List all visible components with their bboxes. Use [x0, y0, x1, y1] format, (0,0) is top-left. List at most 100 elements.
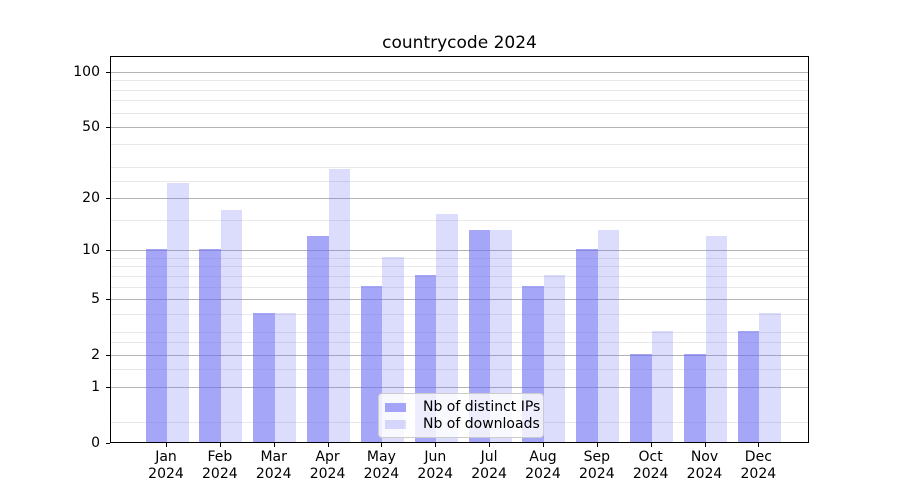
x-tick-month: Sep: [583, 449, 610, 465]
x-tick-month: May: [366, 449, 396, 465]
x-tick-year: 2024: [686, 466, 723, 482]
x-tick-mark: [166, 443, 167, 447]
x-tick-label: Dec 2024: [726, 449, 790, 483]
major-gridline: [111, 198, 808, 200]
x-tick-label: Feb 2024: [188, 449, 252, 483]
x-tick-mark: [650, 443, 652, 447]
bar-nb-of-distinct-ips-mar: [253, 312, 275, 442]
x-tick-month: Mar: [260, 449, 287, 465]
x-tick-label: Jun 2024: [403, 449, 467, 483]
legend-swatch-distinct-ips: [385, 403, 406, 412]
chart-title: countrycode 2024: [382, 33, 537, 53]
bar-nb-of-distinct-ips-nov: [684, 353, 706, 442]
y-tick-mark: [106, 443, 110, 444]
bar-nb-of-downloads-apr: [328, 168, 351, 442]
bar-nb-of-downloads-nov: [705, 235, 727, 442]
x-tick-label: Jan 2024: [134, 449, 198, 483]
minor-gridline: [111, 220, 808, 222]
x-tick-month: Nov: [690, 449, 719, 465]
bar-nb-of-distinct-ips-oct: [630, 353, 652, 442]
x-tick-mark: [327, 443, 329, 447]
x-tick-mark: [219, 443, 221, 447]
minor-gridline: [111, 257, 808, 259]
minor-gridline: [111, 112, 808, 114]
x-tick-year: 2024: [148, 466, 184, 482]
legend-item-distinct-ips: Nb of distinct IPs: [385, 399, 540, 416]
plot-area: [110, 56, 809, 443]
bar-nb-of-downloads-oct: [651, 330, 674, 442]
bar-nb-of-distinct-ips-dec: [737, 330, 760, 442]
x-tick-year: 2024: [417, 466, 454, 482]
bar-nb-of-distinct-ips-feb: [199, 249, 221, 442]
y-tick-mark: [106, 387, 110, 389]
y-tick-mark: [106, 198, 110, 200]
bar-nb-of-downloads-sep: [597, 229, 620, 442]
x-tick-year: 2024: [309, 466, 346, 482]
y-tick-label: 0: [91, 435, 100, 451]
major-gridline: [111, 126, 808, 128]
x-tick-month: Apr: [315, 449, 340, 465]
x-tick-year: 2024: [632, 466, 669, 482]
bar-nb-of-distinct-ips-may: [360, 285, 383, 442]
x-tick-year: 2024: [202, 466, 238, 482]
x-tick-label: Apr 2024: [296, 449, 360, 483]
x-tick-label: Aug 2024: [511, 449, 575, 483]
x-tick-month: Dec: [744, 449, 772, 465]
x-tick-month: Jun: [424, 449, 447, 465]
major-gridline: [111, 298, 808, 300]
x-tick-year: 2024: [740, 466, 777, 482]
bar-nb-of-distinct-ips-apr: [307, 235, 329, 442]
minor-gridline: [111, 89, 808, 91]
bar-nb-of-downloads-jul: [490, 229, 512, 442]
minor-gridline: [111, 266, 808, 268]
y-tick-label: 5: [91, 290, 100, 307]
x-tick-year: 2024: [363, 466, 400, 482]
minor-gridline: [111, 275, 808, 277]
y-tick-label: 1: [91, 379, 100, 396]
y-tick-label: 20: [82, 190, 100, 207]
major-gridline: [111, 387, 808, 389]
major-gridline: [111, 250, 808, 252]
legend-label-downloads: Nb of downloads: [423, 416, 540, 432]
minor-gridline: [111, 286, 808, 288]
bar-nb-of-downloads-dec: [759, 312, 781, 442]
bar-nb-of-downloads-feb: [220, 209, 243, 442]
minor-gridline: [111, 313, 808, 315]
y-tick-label: 50: [82, 118, 100, 135]
y-tick-label: 100: [73, 64, 100, 80]
minor-gridline: [111, 369, 808, 371]
major-gridline: [111, 354, 808, 356]
x-tick-mark: [435, 443, 437, 447]
bar-nb-of-downloads-jun: [436, 214, 458, 442]
minor-gridline: [111, 181, 808, 183]
y-tick-mark: [106, 72, 110, 73]
bar-nb-of-distinct-ips-jul: [468, 229, 491, 442]
x-tick-label: Jul 2024: [457, 449, 521, 483]
x-tick-month: Jan: [155, 449, 177, 465]
x-tick-mark: [273, 443, 275, 447]
bar-nb-of-downloads-aug: [543, 274, 566, 442]
y-tick-mark: [106, 126, 110, 128]
x-tick-mark: [489, 443, 491, 447]
x-tick-mark: [542, 443, 544, 447]
x-tick-month: Oct: [638, 449, 663, 465]
y-tick-mark: [106, 250, 110, 252]
bar-nb-of-downloads-mar: [274, 312, 297, 442]
y-tick-label: 2: [91, 346, 100, 363]
minor-gridline: [111, 80, 808, 82]
bar-nb-of-distinct-ips-jan: [145, 249, 167, 442]
x-tick-year: 2024: [525, 466, 561, 482]
x-tick-mark: [381, 443, 383, 447]
x-tick-mark: [596, 443, 598, 447]
bar-nb-of-downloads-jan: [167, 183, 189, 442]
minor-gridline: [111, 166, 808, 168]
x-tick-mark: [704, 443, 706, 447]
bar-nb-of-distinct-ips-sep: [576, 249, 598, 442]
x-tick-label: Mar 2024: [242, 449, 306, 483]
legend-label-distinct-ips: Nb of distinct IPs: [423, 399, 541, 415]
x-tick-label: Nov 2024: [673, 449, 737, 483]
minor-gridline: [111, 100, 808, 102]
minor-gridline: [111, 331, 808, 333]
x-tick-label: Sep 2024: [565, 449, 629, 483]
